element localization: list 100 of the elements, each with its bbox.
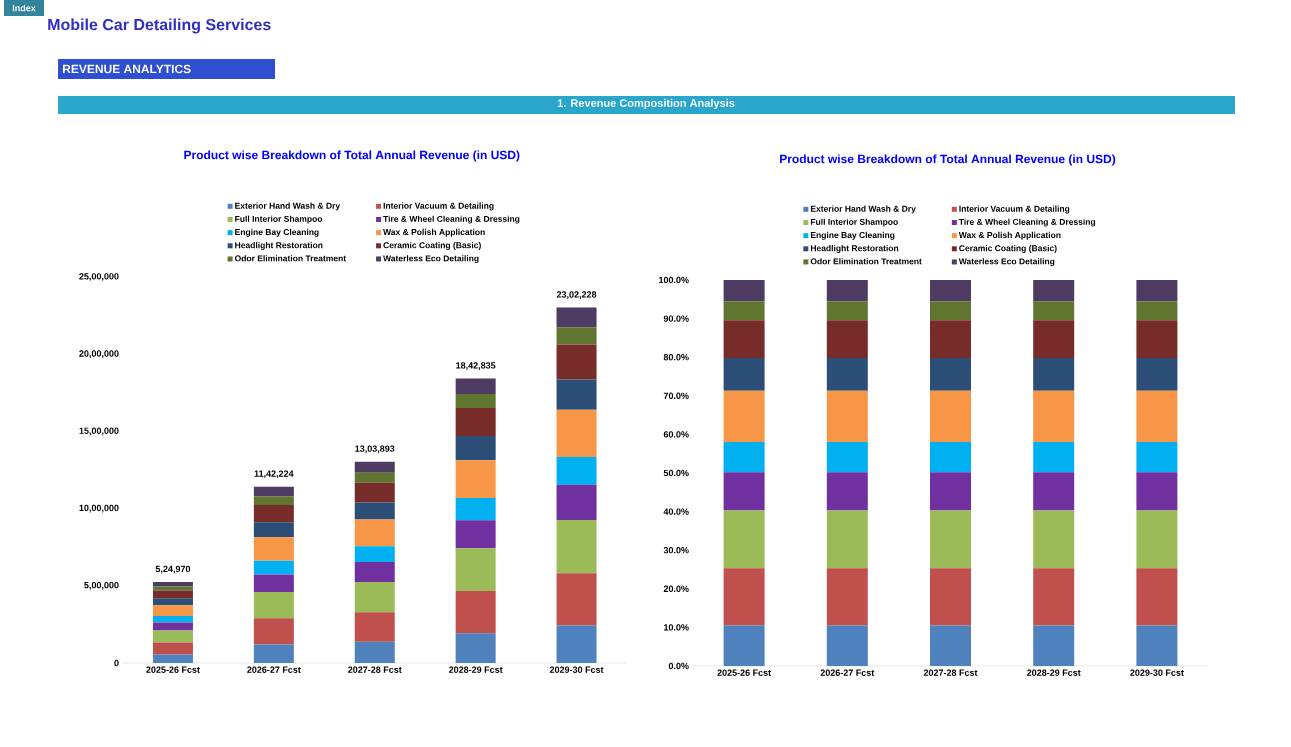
bar [723, 625, 765, 666]
bar [1033, 390, 1075, 443]
bar [455, 394, 496, 408]
legend-label: Exterior Hand Wash & Dry [810, 205, 916, 214]
bar [723, 390, 765, 443]
bar [152, 590, 193, 599]
bar [1136, 625, 1178, 666]
x-tick-label: 2028-29 Fcst [1027, 669, 1081, 676]
x-tick-label: 2027-28 Fcst [348, 666, 402, 673]
bar [152, 605, 193, 617]
legend-label: Interior Vacuum & Detailing [383, 202, 494, 211]
bar [1033, 442, 1075, 473]
text: 1. Revenue Composition Analysis [557, 98, 735, 110]
bar [253, 618, 294, 645]
bar [826, 625, 868, 666]
bar [930, 357, 971, 391]
bar [455, 520, 496, 549]
y-tick-label: 25,00,000 [79, 273, 119, 281]
bar [826, 510, 868, 569]
bar [455, 497, 496, 521]
bar [455, 407, 496, 436]
y-tick-label: 20,00,000 [79, 350, 119, 359]
total-label: 13,03,893 [355, 445, 395, 454]
bar [253, 560, 294, 575]
bar [253, 505, 294, 523]
bar [253, 522, 294, 538]
x-tick-label: 2025-26 Fcst [146, 666, 200, 673]
bar [455, 460, 496, 498]
bar [1033, 320, 1075, 358]
y-tick-label: 100.0% [659, 276, 689, 284]
bar [723, 568, 765, 626]
y-tick-label: 30.0% [663, 546, 689, 554]
bar [930, 390, 971, 443]
bar [152, 622, 193, 631]
bar [455, 633, 496, 663]
legend-label: Ceramic Coating (Basic) [383, 241, 481, 250]
bar [152, 616, 193, 623]
y-tick-label: 15,00,000 [79, 427, 119, 436]
bar [1033, 510, 1075, 569]
bar [1033, 279, 1075, 302]
bar [1033, 568, 1075, 626]
bar [253, 486, 294, 497]
bar [1136, 442, 1178, 473]
bar [723, 279, 765, 302]
legend-label: Ceramic Coating (Basic) [959, 244, 1057, 253]
bar [1136, 279, 1178, 302]
bar [930, 442, 971, 473]
total-label: 5,24,970 [155, 565, 191, 574]
text: Index [12, 4, 36, 12]
bar [354, 482, 395, 503]
bar [930, 279, 971, 302]
x-tick-label: 2026-27 Fcst [247, 666, 301, 673]
bar [826, 301, 868, 321]
chart-title: Product wise Breakdown of Total Annual Revenue (in USD) [780, 154, 1116, 166]
bar [556, 573, 597, 626]
y-tick-label: 20.0% [663, 585, 689, 592]
legend-label: Waterless Eco Detailing [958, 258, 1055, 267]
bar [455, 548, 496, 591]
bar [354, 472, 395, 483]
bar [253, 537, 294, 561]
bar [253, 574, 294, 592]
legend-label: Exterior Hand Wash & Dry [235, 202, 341, 211]
bar [556, 327, 597, 345]
bar [354, 612, 395, 642]
bar [253, 591, 294, 619]
bar [152, 654, 193, 663]
y-tick-label: 10,00,000 [79, 504, 119, 513]
y-tick-label: 90.0% [663, 315, 689, 322]
bar [826, 472, 868, 511]
y-tick-label: 70.0% [663, 392, 689, 399]
bar [354, 562, 395, 582]
bar [354, 461, 395, 473]
bar [1033, 472, 1075, 511]
bar [253, 644, 294, 663]
total-label: 23,02,228 [556, 291, 597, 299]
bar [455, 378, 496, 395]
bar [1136, 320, 1178, 358]
bar [1136, 568, 1178, 626]
bar [723, 510, 765, 569]
bar [826, 320, 868, 358]
text: REVENUE ANALYTICS [63, 64, 191, 74]
legend-label: Odor Elimination Treatment [234, 255, 346, 262]
bar [1136, 301, 1178, 321]
bar [152, 630, 193, 643]
x-tick-label: 2029-30 Fcst [1130, 669, 1184, 676]
text: Mobile Car Detailing Services [48, 18, 271, 34]
bar [930, 320, 971, 358]
bar [556, 307, 597, 328]
total-label: 18,42,835 [456, 362, 496, 370]
bar [556, 456, 597, 485]
bar [152, 586, 193, 591]
bar [723, 320, 765, 358]
bar [930, 625, 971, 666]
bar [1136, 357, 1178, 391]
total-label: 11,42,224 [254, 470, 294, 479]
y-tick-label: 80.0% [663, 354, 689, 361]
bar [723, 472, 765, 511]
bar [354, 519, 395, 547]
legend-label: Full Interior Shampoo [235, 215, 323, 224]
x-tick-label: 2029-30 Fcst [549, 666, 604, 673]
